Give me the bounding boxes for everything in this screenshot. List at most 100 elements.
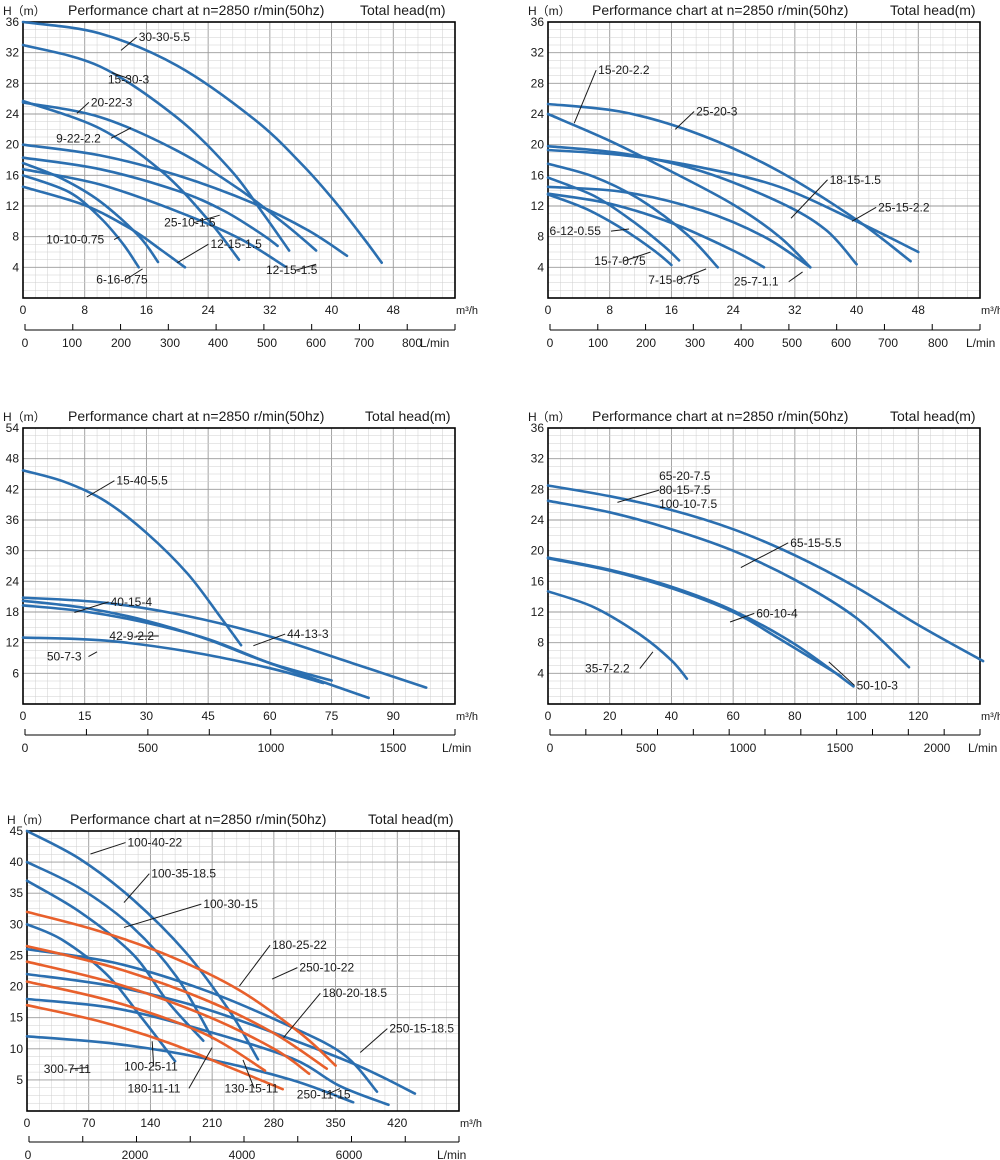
y-tick-label: 42 xyxy=(6,482,20,496)
curve-40-15-4 xyxy=(21,596,428,689)
curve-labels: 15-20-2.2 25-20-3 18-15-1.5 25-15-2.2 7-15-0… xyxy=(550,63,930,289)
y-tick-label: 8 xyxy=(537,230,544,244)
curve-label: 100-40-22 xyxy=(128,836,183,850)
flow-tick-label: 700 xyxy=(878,336,898,350)
y-tick-label: 12 xyxy=(6,636,20,650)
curve-label: 12-15-1.5 xyxy=(210,237,262,251)
curve-250-10-22 xyxy=(25,947,379,1093)
curve-20-22-3 xyxy=(21,101,318,252)
curves xyxy=(25,829,417,1107)
curve-label: 30-30-5.5 xyxy=(139,30,191,44)
curve-6-12-0.55 xyxy=(546,193,673,267)
curve-label: 130-15-11 xyxy=(224,1081,278,1095)
curve-label: 25-20-3 xyxy=(696,105,738,119)
leader-line xyxy=(151,1041,155,1067)
flow-tick-label: 100 xyxy=(62,336,82,350)
curve-30-30-5.5 xyxy=(21,20,383,264)
curve-label: 100-25-11 xyxy=(124,1060,178,1074)
leader-line xyxy=(326,1088,341,1096)
curve-42-9-2.2 xyxy=(21,604,370,700)
x-tick-label: 100 xyxy=(847,709,867,723)
flow-tick-label: 400 xyxy=(208,336,228,350)
curve-12-15-1.5 xyxy=(21,167,287,268)
y-tick-label: 32 xyxy=(6,46,20,60)
x-tick-label: 0 xyxy=(545,709,552,723)
head-label: Total head(m) xyxy=(890,408,976,424)
flow-tick-label: 0 xyxy=(22,336,29,350)
x-tick-label: 210 xyxy=(202,1116,222,1130)
x-unit-label: m³/h xyxy=(981,305,1000,317)
flow-tick-label: 0 xyxy=(547,336,554,350)
y-tick-label: 24 xyxy=(531,107,545,121)
curve-65-15-5.5 xyxy=(546,499,911,669)
curve-label: 25-10-1.5 xyxy=(164,216,216,230)
curve-label: 42-9-2.2 xyxy=(109,629,154,643)
curve-25-7-1.1 xyxy=(546,192,766,269)
flow-tick-label: 500 xyxy=(636,741,656,755)
flow-tick-label: 2000 xyxy=(924,741,951,755)
curve-label: 20-22-3 xyxy=(91,95,133,109)
curve-label: 250-10-22 xyxy=(299,961,354,975)
curve-25-15-2.2 xyxy=(546,144,858,266)
head-label: Total head(m) xyxy=(368,811,454,827)
y-tick-label: 24 xyxy=(6,574,20,588)
y-tick-label: 15 xyxy=(10,1011,24,1025)
y-tick-label: 40 xyxy=(10,855,24,869)
x-tick-label: 32 xyxy=(788,303,802,317)
x-tick-label: 40 xyxy=(325,303,339,317)
chart-title: Performance chart at n=2850 r/min(50hz) xyxy=(592,2,848,18)
curve-label: 300-7-11 xyxy=(44,1062,91,1076)
grid xyxy=(22,21,456,299)
chart-5: H（m） Performance chart at n=2850 r/min(50… xyxy=(7,811,482,1160)
curve-6-16-0.75 xyxy=(21,161,160,264)
flow-tick-label: 0 xyxy=(25,1148,32,1160)
leader-line xyxy=(271,967,298,980)
chart-title: Performance chart at n=2850 r/min(50hz) xyxy=(68,2,324,18)
chart-4: H（m） Performance chart at n=2850 r/min(50… xyxy=(528,408,1000,755)
x-tick-label: 120 xyxy=(908,709,928,723)
leader-line xyxy=(242,1059,255,1089)
y-axis-label: H（m） xyxy=(7,813,50,827)
curve-labels: 30-30-5.5 15-30-3 20-22-3 9-22-2.2 25-10-1.5… xyxy=(46,30,318,286)
x-tick-label: 24 xyxy=(726,303,740,317)
y-tick-label: 10 xyxy=(10,1042,24,1056)
y-tick-label: 4 xyxy=(537,666,544,680)
flow-unit-label: L/min xyxy=(437,1148,466,1160)
flow-axis: 0 500 1000 1500 2000 L/min xyxy=(547,729,997,755)
y-axis-label: H（m） xyxy=(3,4,46,18)
curves xyxy=(21,20,383,269)
y-tick-label: 8 xyxy=(12,230,19,244)
chart-title: Performance chart at n=2850 r/min(50hz) xyxy=(68,408,324,424)
flow-tick-label: 700 xyxy=(354,336,374,350)
curve-labels: 100-40-22 100-35-18.5 100-30-15 100-25-11 25… xyxy=(44,836,455,1102)
x-unit-label: m³/h xyxy=(460,1118,482,1130)
curve-100-30-15 xyxy=(25,879,205,1042)
leader-line xyxy=(828,661,855,686)
y-tick-label: 24 xyxy=(531,513,545,527)
y-axis-label: H（m） xyxy=(3,410,46,424)
plot-frame xyxy=(547,21,981,299)
flow-tick-label: 600 xyxy=(306,336,326,350)
curve-label: 15-40-5.5 xyxy=(116,474,168,488)
x-tick-label: 350 xyxy=(326,1116,346,1130)
curve-label: 100-10-7.5 xyxy=(659,497,717,511)
x-tick-label: 48 xyxy=(912,303,926,317)
curve-label: 15-7-0.75 xyxy=(594,254,646,268)
curve-65-20-7.5 xyxy=(546,484,985,663)
head-label: Total head(m) xyxy=(890,2,976,18)
x-tick-label: 60 xyxy=(726,709,740,723)
x-unit-label: m³/h xyxy=(456,305,478,317)
x-tick-label: 24 xyxy=(201,303,215,317)
y-tick-label: 16 xyxy=(531,168,545,182)
curves xyxy=(21,469,428,700)
leader-line xyxy=(74,601,109,613)
curve-180-11-11 xyxy=(25,980,267,1072)
leader-line xyxy=(125,268,143,280)
y-tick-label: 28 xyxy=(6,76,20,90)
flow-axis: 0 2000 4000 6000 L/min xyxy=(25,1136,466,1160)
leader-line xyxy=(359,1028,388,1053)
curve-label: 40-15-4 xyxy=(111,595,153,609)
leader-line xyxy=(295,263,317,271)
curve-label: 25-7-1.1 xyxy=(734,275,779,289)
